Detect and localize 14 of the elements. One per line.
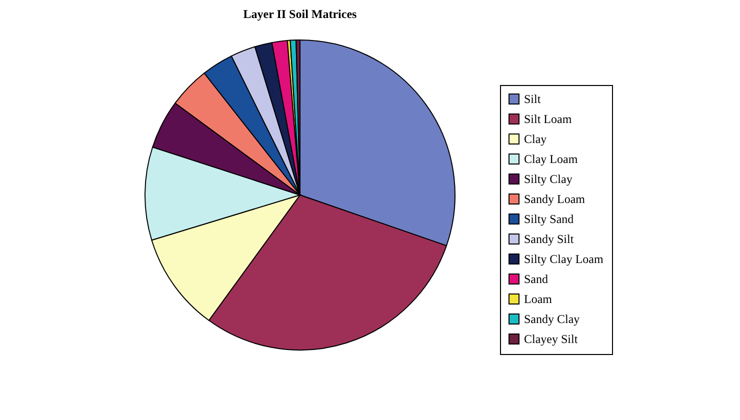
chart-title: Layer II Soil Matrices [243, 7, 358, 21]
legend-label: Clay [524, 132, 547, 146]
legend-label: Clayey Silt [524, 332, 578, 346]
legend-label: Sandy Clay [524, 312, 580, 326]
legend-label: Silt Loam [524, 112, 572, 126]
legend-label: Sand [524, 272, 548, 286]
legend-label: Loam [524, 292, 553, 306]
legend-label: Clay Loam [524, 152, 578, 166]
legend-label: Silty Clay Loam [524, 252, 604, 266]
legend-label: Silty Clay [524, 172, 572, 186]
legend-label: Sandy Loam [524, 192, 586, 206]
legend-label: Sandy Silt [524, 232, 574, 246]
legend-label: Silt [524, 92, 542, 106]
legend-label: Silty Sand [524, 212, 574, 226]
